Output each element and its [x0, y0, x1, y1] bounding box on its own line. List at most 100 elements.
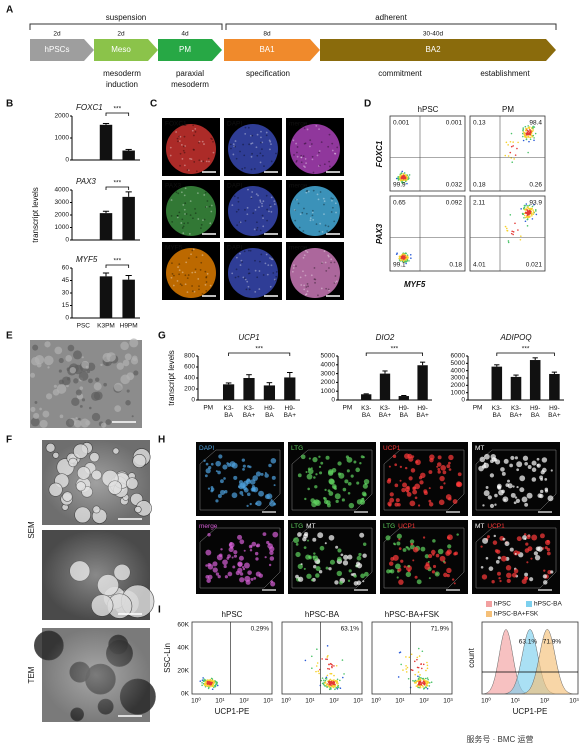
y-tick-label: 1000 — [55, 224, 70, 231]
texture-dot — [499, 579, 502, 583]
texture-dot — [339, 580, 343, 585]
event-dot — [333, 681, 335, 684]
event-dot — [416, 656, 419, 659]
event-dot — [327, 654, 329, 657]
texture-dot — [269, 205, 272, 208]
texture-dot — [215, 499, 219, 503]
texture-dot — [325, 269, 328, 272]
texture-dot — [215, 572, 220, 576]
texture-dot — [242, 567, 246, 571]
y-tick-label: 0 — [65, 237, 69, 244]
texture-dot — [238, 555, 244, 561]
x-tick-label: K3-BA+ — [510, 405, 523, 419]
event-dot — [421, 667, 423, 670]
texture-dot — [223, 477, 226, 480]
x-tick-label: 10⁰ — [191, 697, 201, 705]
volume-frame — [199, 527, 281, 589]
texture-dot — [272, 531, 279, 538]
texture-dot — [430, 549, 436, 555]
texture-dot — [312, 219, 315, 221]
texture-dot — [308, 556, 312, 560]
texture-dot — [347, 579, 351, 583]
event-dot — [328, 663, 330, 666]
image-label: FOXC1 — [165, 121, 187, 128]
y-tick-label: 60 — [62, 265, 70, 272]
texture-dot — [182, 204, 185, 206]
texture-dot — [310, 578, 314, 582]
bar — [510, 376, 522, 400]
event-dot — [533, 211, 535, 213]
texture-blob — [93, 382, 102, 391]
event-dot — [325, 684, 328, 687]
event-dot — [525, 136, 528, 139]
texture-dot — [541, 457, 548, 463]
texture-blob — [126, 372, 135, 381]
texture-dot — [181, 271, 184, 274]
texture-dot — [396, 533, 402, 539]
event-dot — [423, 687, 426, 690]
texture-dot — [205, 281, 208, 283]
texture-dot — [507, 483, 513, 489]
event-dot — [524, 220, 527, 223]
texture-dot — [250, 142, 253, 145]
texture-dot — [331, 206, 334, 209]
texture-dot — [237, 567, 243, 573]
stage-duration: 2d — [117, 31, 125, 38]
texture-dot — [531, 460, 537, 466]
event-dot — [403, 182, 405, 184]
x-tick-label: 10¹ — [511, 698, 521, 705]
y-tick-label: 4000 — [321, 362, 336, 369]
texture-dot — [222, 559, 228, 566]
event-dot — [317, 670, 320, 673]
texture-dot — [239, 577, 245, 583]
x-tick-label: 10² — [540, 698, 550, 705]
event-dot — [337, 682, 339, 685]
texture-dot — [217, 574, 221, 579]
texture-dot — [312, 189, 315, 192]
event-dot — [531, 205, 534, 208]
texture-dot — [359, 462, 362, 465]
texture-dot — [388, 503, 392, 507]
texture-dot — [417, 504, 421, 507]
texture-dot — [315, 566, 321, 572]
texture-dot — [362, 483, 368, 489]
texture-dot — [396, 576, 399, 579]
texture-dot — [484, 453, 490, 460]
texture-dot — [203, 218, 206, 221]
panel-label: G — [158, 331, 166, 342]
event-dot — [401, 260, 404, 263]
y-tick-label: 200 — [184, 386, 195, 393]
texture-dot — [237, 200, 240, 203]
texture-dot — [234, 145, 236, 148]
phase-label: suspension — [106, 13, 146, 22]
texture-dot — [198, 285, 200, 288]
event-dot — [329, 678, 332, 681]
texture-dot — [300, 156, 303, 159]
event-dot — [400, 172, 403, 174]
watermark: 服务号 · BMC 运营 — [466, 734, 533, 744]
texture-dot — [270, 457, 277, 464]
texture-blob — [133, 370, 139, 376]
event-dot — [417, 683, 420, 686]
event-dot — [324, 681, 327, 683]
texture-dot — [255, 502, 258, 505]
texture-dot — [249, 549, 253, 552]
panel-label: F — [6, 435, 12, 446]
texture-dot — [267, 264, 270, 267]
texture-blob — [39, 419, 48, 428]
texture-dot — [270, 258, 273, 260]
texture-dot — [205, 289, 208, 292]
event-dot — [322, 679, 325, 682]
texture-dot — [259, 200, 262, 203]
event-dot — [526, 213, 529, 215]
texture-dot — [546, 547, 551, 552]
texture-dot — [326, 230, 329, 232]
event-dot — [334, 679, 337, 682]
event-dot — [525, 203, 528, 205]
event-dot — [531, 135, 534, 138]
image-label: MYF5 — [165, 245, 183, 252]
texture-dot — [231, 272, 234, 275]
event-dot — [403, 257, 405, 260]
texture-dot — [515, 498, 521, 504]
texture-blob — [34, 355, 45, 365]
